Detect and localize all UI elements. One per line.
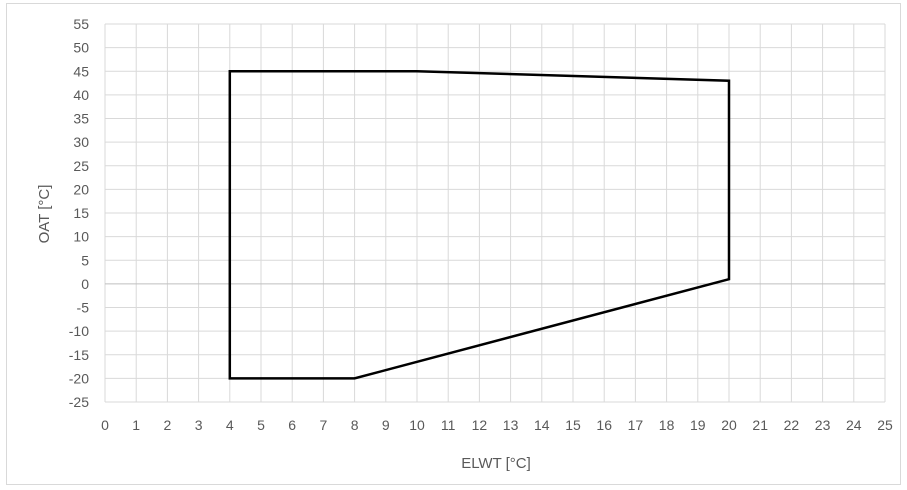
y-tick-label: -20 bbox=[69, 370, 89, 386]
x-tick-label: 19 bbox=[690, 417, 706, 433]
y-tick-label: -25 bbox=[69, 394, 89, 410]
y-axis-title: OAT [°C] bbox=[36, 185, 53, 244]
x-tick-label: 24 bbox=[846, 417, 862, 433]
y-tick-label: 5 bbox=[81, 252, 89, 268]
x-tick-label: 25 bbox=[877, 417, 893, 433]
x-tick-label: 0 bbox=[101, 417, 109, 433]
y-tick-label: 30 bbox=[73, 134, 89, 150]
x-tick-label: 4 bbox=[226, 417, 234, 433]
y-tick-label: 35 bbox=[73, 111, 89, 127]
x-tick-label: 5 bbox=[257, 417, 265, 433]
y-tick-label: 20 bbox=[73, 181, 89, 197]
x-tick-label: 7 bbox=[320, 417, 328, 433]
x-tick-label: 18 bbox=[659, 417, 675, 433]
y-tick-label: 15 bbox=[73, 205, 89, 221]
chart-frame bbox=[6, 3, 901, 485]
y-tick-label: 10 bbox=[73, 229, 89, 245]
x-tick-label: 12 bbox=[472, 417, 488, 433]
gridlines bbox=[104, 23, 886, 403]
y-tick-label: -10 bbox=[69, 323, 89, 339]
x-tick-label: 6 bbox=[288, 417, 296, 433]
x-axis-title: ELWT [°C] bbox=[461, 455, 531, 472]
x-tick-label: 2 bbox=[164, 417, 172, 433]
x-tick-label: 10 bbox=[409, 417, 425, 433]
x-tick-label: 11 bbox=[441, 417, 456, 433]
x-tick-label: 23 bbox=[815, 417, 831, 433]
y-axis-ticks: -25 -20 -15 -10 -5 0 5 10 15 20 25 30 35 40 45 50 55 bbox=[69, 16, 89, 410]
y-tick-label: -5 bbox=[77, 300, 90, 316]
y-tick-label: 50 bbox=[73, 40, 89, 56]
x-tick-label: 9 bbox=[382, 417, 390, 433]
y-tick-label: 40 bbox=[73, 87, 89, 103]
series-layer bbox=[228, 70, 731, 380]
y-tick-label: 45 bbox=[73, 63, 89, 79]
x-tick-label: 21 bbox=[752, 417, 768, 433]
y-tick-label: -15 bbox=[69, 347, 89, 363]
x-tick-label: 22 bbox=[784, 417, 800, 433]
x-tick-label: 16 bbox=[596, 417, 612, 433]
x-tick-label: 14 bbox=[534, 417, 550, 433]
y-tick-label: 25 bbox=[73, 158, 89, 174]
x-axis-ticks: 0 1 2 3 4 5 6 7 8 9 10 11 12 13 14 15 16 17 18 19 20 21 22 23 24… bbox=[101, 417, 893, 433]
x-tick-label: 3 bbox=[195, 417, 203, 433]
y-tick-label: 0 bbox=[81, 276, 89, 292]
y-tick-label: 55 bbox=[73, 16, 89, 32]
x-tick-label: 20 bbox=[721, 417, 737, 433]
x-tick-label: 1 bbox=[132, 417, 140, 433]
x-tick-label: 15 bbox=[565, 417, 581, 433]
x-tick-label: 13 bbox=[503, 417, 519, 433]
x-tick-label: 17 bbox=[628, 417, 644, 433]
x-tick-label: 8 bbox=[351, 417, 359, 433]
